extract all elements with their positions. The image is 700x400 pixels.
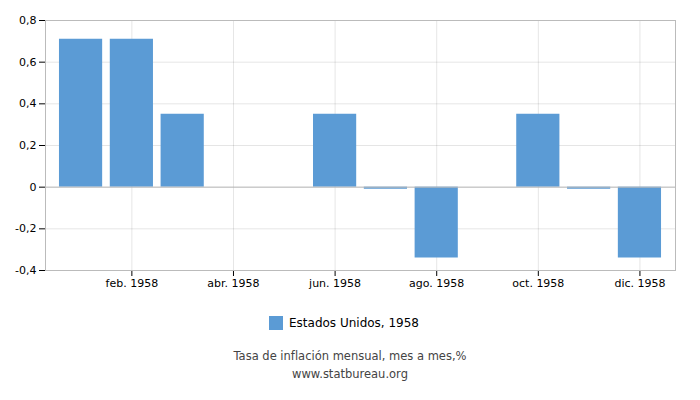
svg-text:feb. 1958: feb. 1958 [106,277,159,290]
html-text:Tasa de inflación mensual, mes: Tasa de inflación mensual, mes a mes,% [233,349,467,363]
html-text:Estados Unidos, 1958: Estados Unidos, 1958 [289,315,419,330]
svg-text:0,8: 0,8 [19,14,37,27]
svg-text:-0,2: -0,2 [15,222,36,235]
svg-text:jun. 1958: jun. 1958 [308,277,361,290]
svg-text:ago. 1958: ago. 1958 [409,277,464,290]
svg-text:0,4: 0,4 [19,97,37,110]
svg-text:oct. 1958: oct. 1958 [512,277,564,290]
svg-text:-0,4: -0,4 [15,264,36,277]
svg-text:abr. 1958: abr. 1958 [207,277,259,290]
html-text:www.statbureau.org: www.statbureau.org [292,367,408,381]
svg-text:0: 0 [30,181,37,194]
svg-text:0,6: 0,6 [19,56,37,69]
svg-text:dic. 1958: dic. 1958 [614,277,665,290]
svg-text:0,2: 0,2 [19,139,37,152]
